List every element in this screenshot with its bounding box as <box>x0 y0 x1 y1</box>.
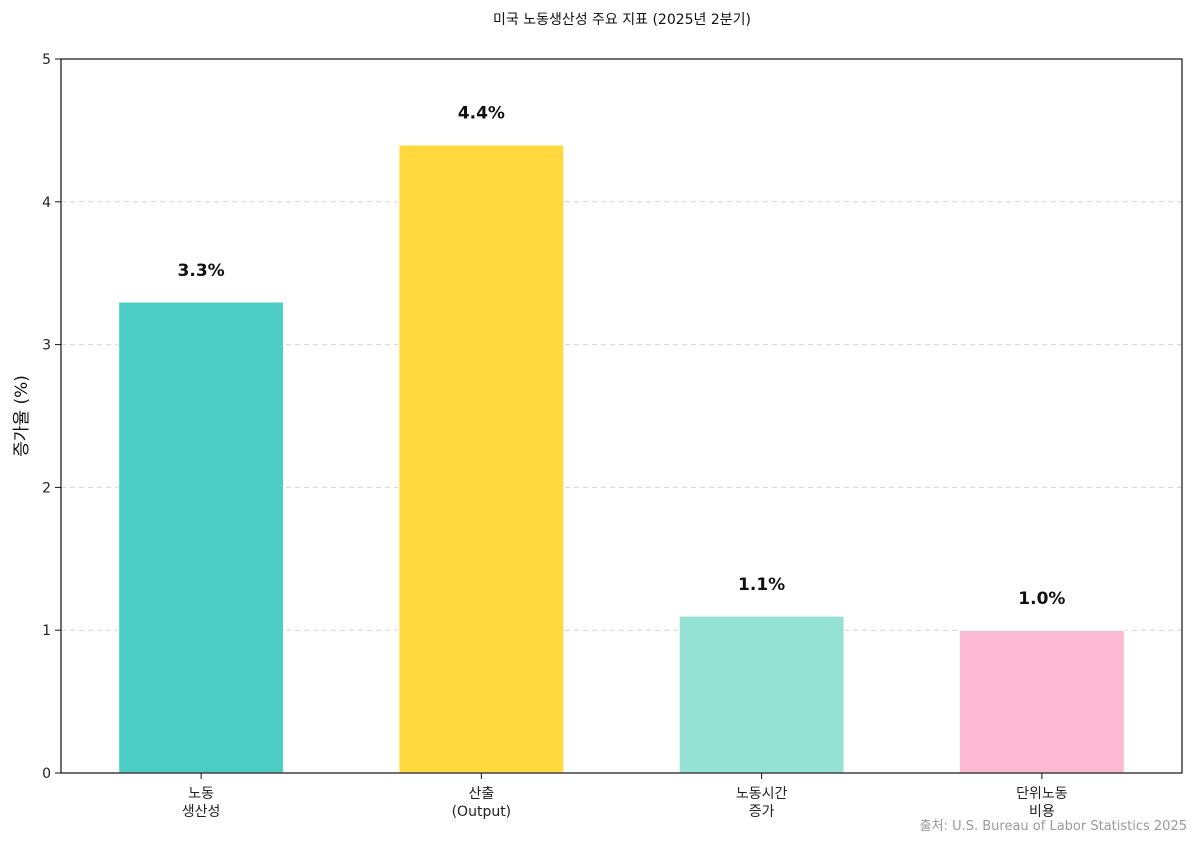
bars <box>117 143 1126 774</box>
chart-title: 미국 노동생산성 주요 지표 (2025년 2분기) <box>493 12 751 28</box>
x-tick-label: 증가 <box>749 804 775 820</box>
data-label: 1.1% <box>738 575 785 595</box>
bar <box>117 301 285 774</box>
x-tick-label: 산출 <box>468 786 494 802</box>
y-tick-label: 2 <box>42 480 51 496</box>
x-tick-label: 노동 <box>188 786 214 802</box>
y-tick-label: 3 <box>42 338 51 354</box>
x-tick-label: 단위노동 <box>1016 786 1068 802</box>
y-tick-label: 5 <box>42 52 51 68</box>
bar <box>397 143 565 774</box>
y-tick-label: 0 <box>42 766 51 782</box>
gridlines <box>61 201 1182 631</box>
x-tick-label: 비용 <box>1029 804 1055 820</box>
source-note: 출처: U.S. Bureau of Labor Statistics 2025 <box>920 819 1187 834</box>
bar <box>958 629 1126 774</box>
y-tick-label: 1 <box>42 623 51 639</box>
data-label: 1.0% <box>1018 589 1065 609</box>
bar <box>678 615 846 774</box>
y-axis-ticks: 0 1 2 3 4 5 <box>42 52 61 782</box>
plot-frame <box>60 58 1183 774</box>
data-label: 4.4% <box>458 104 505 124</box>
y-tick-label: 4 <box>42 195 51 211</box>
x-tick-label: 생산성 <box>182 804 221 820</box>
y-axis-label: 증가율 (%) <box>12 375 32 457</box>
data-labels: 3.3% 4.4% 1.1% 1.0% <box>178 104 1066 610</box>
x-tick-label: 노동시간 <box>736 786 788 802</box>
x-tick-label: (Output) <box>452 804 512 820</box>
data-label: 3.3% <box>178 261 225 281</box>
